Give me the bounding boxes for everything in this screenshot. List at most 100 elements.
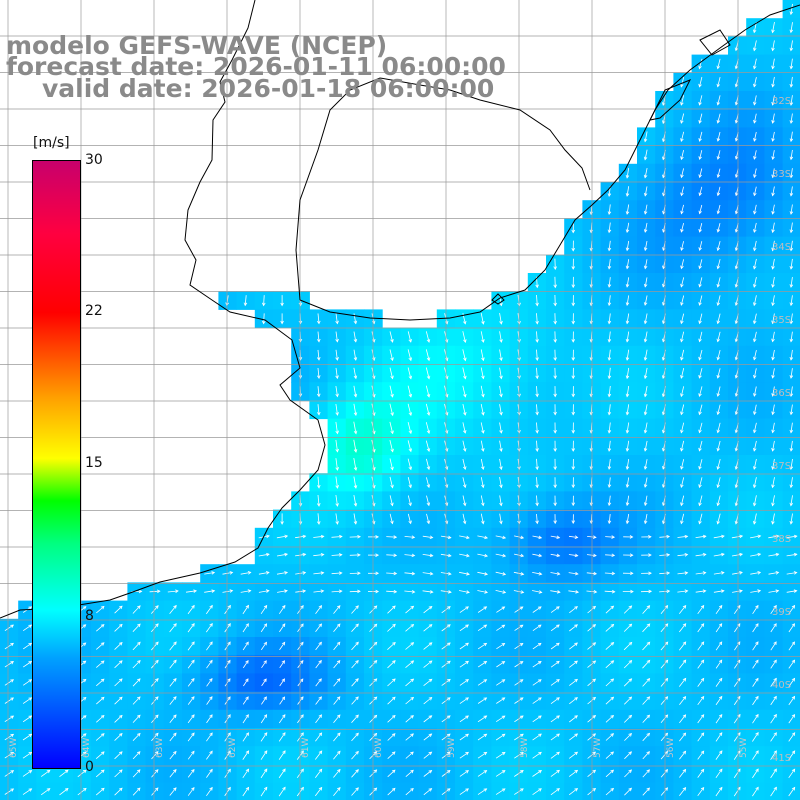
wind-vector-head xyxy=(263,660,267,664)
wind-vector xyxy=(680,313,685,324)
wind-vector-head xyxy=(318,714,322,718)
wind-vector xyxy=(96,697,105,705)
wind-vector-head xyxy=(355,659,359,664)
wind-vector-head xyxy=(575,590,580,594)
wind-vector-head xyxy=(10,697,14,701)
wind-vector xyxy=(644,295,648,306)
wind-vector-head xyxy=(574,606,578,610)
wind-vector-head xyxy=(662,174,666,179)
wind-vector xyxy=(96,642,105,650)
wind-vector xyxy=(752,732,759,742)
wind-vector-head xyxy=(318,696,322,700)
wind-vector-head xyxy=(393,589,398,594)
wind-vector xyxy=(495,590,506,593)
wind-vector-head xyxy=(771,119,775,124)
wind-vector xyxy=(678,623,687,633)
wind-vector xyxy=(187,787,195,796)
wind-vector-head xyxy=(574,571,579,576)
wind-vector-head xyxy=(266,534,270,539)
wind-vector xyxy=(699,404,703,415)
wind-vector xyxy=(206,787,213,797)
wind-vector xyxy=(626,349,630,361)
longitude-labels: 65W 64W 63W 62W 61W 60W 59W 58W 57W 56W 55W xyxy=(9,738,749,758)
wind-vector xyxy=(717,77,721,87)
wind-vector xyxy=(462,477,466,488)
wind-vector-head xyxy=(535,393,539,398)
wind-vector-head xyxy=(610,605,615,610)
lon-label: 61W xyxy=(301,738,311,758)
wind-vector-head xyxy=(280,302,284,307)
wind-vector-head xyxy=(682,714,687,718)
wind-vectors xyxy=(4,3,798,797)
wind-vector-head xyxy=(465,697,469,701)
wind-vector-head xyxy=(410,696,415,701)
wind-vector-head xyxy=(82,642,87,646)
wind-vector xyxy=(389,367,393,379)
wind-vector-head xyxy=(335,393,339,398)
wind-vector xyxy=(732,590,743,593)
wind-vector-head xyxy=(755,659,759,664)
wind-vector xyxy=(462,513,466,524)
wind-vector-head xyxy=(753,466,757,470)
wind-vector-head xyxy=(556,769,560,774)
wind-vector xyxy=(187,714,195,724)
wind-vector-head xyxy=(483,770,488,774)
wind-vector-head xyxy=(136,787,141,792)
wind-vector xyxy=(753,40,757,51)
wind-vector xyxy=(96,606,105,614)
wind-vector-head xyxy=(593,589,598,594)
wind-vector xyxy=(788,732,796,742)
wind-vector xyxy=(22,788,32,795)
wind-vector-head xyxy=(519,642,524,647)
wind-vector-head xyxy=(607,393,612,398)
wind-vector-head xyxy=(791,714,796,718)
wind-vector xyxy=(608,222,611,233)
wind-vector-head xyxy=(646,769,650,773)
wind-vector-head xyxy=(607,302,612,307)
wind-vector-head xyxy=(661,393,666,398)
wind-vector-head xyxy=(773,659,777,664)
wind-vector xyxy=(169,605,177,615)
wind-vector xyxy=(752,678,759,687)
wind-vector xyxy=(351,660,359,669)
wind-vector xyxy=(772,222,775,233)
wind-vector xyxy=(317,386,320,397)
wind-vector-head xyxy=(502,535,507,540)
wind-vector xyxy=(279,642,286,651)
wind-vector-head xyxy=(607,193,612,197)
wind-vector xyxy=(407,385,412,397)
wind-vector xyxy=(660,696,668,705)
wind-vector xyxy=(788,623,795,633)
wind-vector-head xyxy=(191,787,195,791)
wind-vector-head xyxy=(462,502,467,507)
wind-vector-head xyxy=(625,502,630,507)
wind-vector-head xyxy=(10,679,15,683)
wind-vector-head xyxy=(209,623,213,627)
wind-vector-head xyxy=(718,677,723,682)
wind-vector-head xyxy=(535,448,539,452)
wind-vector xyxy=(423,642,433,650)
wind-vector xyxy=(335,349,338,361)
wind-vector-head xyxy=(318,750,323,755)
wind-vector xyxy=(459,733,469,741)
wind-vector xyxy=(151,751,159,760)
wind-vector-head xyxy=(607,448,612,452)
wind-vector xyxy=(790,477,793,488)
wind-vector xyxy=(423,788,432,796)
wind-vector xyxy=(717,204,721,214)
wind-vector xyxy=(150,641,159,651)
wind-vector xyxy=(333,696,341,705)
wind-vector-head xyxy=(646,751,650,755)
wind-vector xyxy=(480,404,484,415)
wind-vector-head xyxy=(664,714,669,719)
wind-vector-head xyxy=(753,284,757,288)
wind-vector-head xyxy=(481,520,485,525)
wind-vector-head xyxy=(393,535,398,539)
wind-vector-head xyxy=(757,552,762,557)
wind-vector xyxy=(258,572,269,575)
wind-vector-head xyxy=(502,572,507,576)
wind-vector-head xyxy=(191,696,195,700)
wind-vector-head xyxy=(789,429,794,434)
wind-vector xyxy=(351,642,359,651)
wind-vector-head xyxy=(261,320,266,325)
